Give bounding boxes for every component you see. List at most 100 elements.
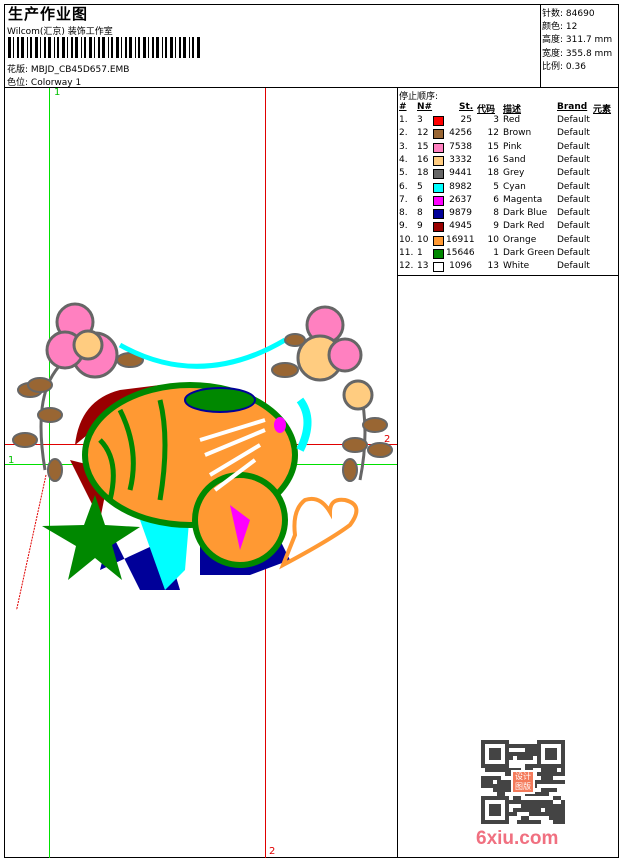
row-stitches: 7538 (449, 141, 472, 152)
qr-module (561, 744, 565, 748)
qr-module (521, 816, 525, 820)
qr-module (513, 752, 517, 756)
qr-module (505, 760, 509, 764)
qr-module (489, 804, 493, 808)
qr-module (561, 812, 565, 816)
qr-module (549, 800, 553, 804)
qr-module (505, 780, 509, 784)
stat-item: 比例: 0.36 (542, 59, 586, 72)
row-description: Magenta (503, 194, 543, 205)
qr-module (525, 756, 529, 760)
table-row[interactable]: 11. 1 15646 1 Dark Green Default (398, 248, 618, 261)
qr-module (525, 748, 529, 752)
row-needle: 18 (417, 168, 429, 179)
table-row[interactable]: 6. 5 8982 5 Cyan Default (398, 182, 618, 195)
stat-item: 颜色: 12 (542, 19, 577, 32)
table-row[interactable]: 12. 13 1096 13 White Default (398, 261, 618, 274)
qr-module (521, 756, 525, 760)
qr-module (493, 756, 497, 760)
barcode-bar (30, 37, 32, 58)
barcode-bar (94, 37, 95, 58)
guide-label: 2 (384, 434, 391, 445)
qr-module (537, 748, 541, 752)
qr-module (553, 804, 557, 808)
qr-module (553, 796, 557, 800)
qr-module (541, 776, 545, 780)
qr-module (481, 784, 485, 788)
qr-module (505, 768, 509, 772)
row-brand: Default (557, 168, 590, 179)
qr-module (493, 820, 497, 824)
qr-module (549, 780, 553, 784)
qr-module (481, 804, 485, 808)
barcode-bar (98, 37, 100, 58)
qr-module (529, 808, 533, 812)
trail-line (16, 474, 47, 610)
qr-module (529, 764, 533, 768)
table-row[interactable]: 7. 6 2637 6 Magenta Default (398, 195, 618, 208)
row-index: 7. (399, 194, 408, 205)
qr-module (517, 752, 521, 756)
qr-module (553, 772, 557, 776)
qr-module (529, 752, 533, 756)
qr-module (489, 820, 493, 824)
table-row[interactable]: 2. 12 4256 12 Brown Default (398, 128, 618, 141)
qr-module (561, 748, 565, 752)
qr-module (521, 744, 525, 748)
qr-module (533, 764, 537, 768)
row-needle: 13 (417, 261, 429, 272)
barcode-bar (57, 37, 59, 58)
qr-module (481, 760, 485, 764)
qr-module (545, 788, 549, 792)
qr-module (553, 768, 557, 772)
qr-module (489, 812, 493, 816)
row-code: 18 (487, 168, 499, 179)
qr-module (557, 808, 561, 812)
qr-module (561, 820, 565, 824)
barcode-bar (102, 37, 105, 58)
row-index: 4. (399, 154, 408, 165)
qr-module (529, 812, 533, 816)
qr-module (505, 740, 509, 744)
table-row[interactable]: 3. 15 7538 15 Pink Default (398, 142, 618, 155)
qr-module (517, 808, 521, 812)
design-name: 花版: MBJD_CB45D657.EMB (7, 62, 129, 75)
row-description: Pink (503, 141, 522, 152)
color-swatch (433, 262, 444, 273)
qr-module (553, 788, 557, 792)
page-title: 生产作业图 (8, 5, 89, 23)
table-row[interactable]: 8. 8 9879 8 Dark Blue Default (398, 208, 618, 221)
stat-value: 12 (565, 22, 578, 33)
qr-module (561, 756, 565, 760)
qr-code[interactable] (481, 740, 565, 824)
table-row[interactable]: 5. 18 9441 18 Grey Default (398, 168, 618, 181)
qr-module (513, 800, 517, 804)
qr-module (525, 800, 529, 804)
qr-module (489, 796, 493, 800)
qr-module (497, 788, 501, 792)
row-brand: Default (557, 115, 590, 125)
row-description: Red (503, 115, 521, 125)
row-stitches: 2637 (449, 194, 472, 205)
table-row[interactable]: 4. 16 3332 16 Sand Default (398, 155, 618, 168)
qr-module (549, 804, 553, 808)
table-row[interactable]: 9. 9 4945 9 Dark Red Default (398, 221, 618, 234)
table-row[interactable]: 10. 10 16911 10 Orange Default (398, 235, 618, 248)
row-stitches: 1096 (449, 261, 472, 272)
barcode-bar (189, 37, 190, 58)
row-code: 9 (493, 221, 499, 232)
qr-module (533, 792, 537, 796)
qr-module (537, 820, 541, 824)
qr-module (497, 792, 501, 796)
qr-module (561, 764, 565, 768)
row-description: Grey (503, 168, 525, 179)
table-row[interactable]: 1. 3 25 3 Red Default (398, 115, 618, 128)
qr-module (489, 780, 493, 784)
qr-module (533, 808, 537, 812)
barcode-bar (152, 37, 154, 58)
qr-module (541, 768, 545, 772)
qr-module (493, 796, 497, 800)
qr-module (533, 812, 537, 816)
row-code: 8 (493, 208, 499, 219)
qr-module (537, 808, 541, 812)
